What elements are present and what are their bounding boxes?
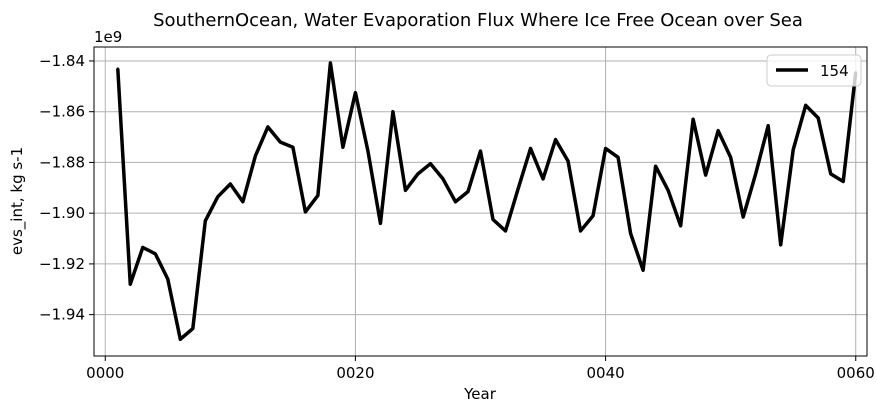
data-point — [429, 162, 432, 165]
data-point — [529, 147, 532, 150]
data-point — [817, 116, 820, 120]
data-point — [116, 67, 119, 70]
legend: 154 — [766, 54, 862, 87]
y-axis: −1.84 −1.86 −1.88 −1.90 −1.92 −1.94 — [39, 52, 94, 324]
data-point — [466, 190, 470, 193]
data-point — [304, 210, 307, 214]
chart-title: SouthernOcean, Water Evaporation Flux Wh… — [153, 10, 803, 31]
data-point — [829, 172, 832, 176]
data-point — [842, 180, 845, 183]
data-point — [766, 124, 770, 127]
data-point — [741, 215, 745, 219]
data-point — [129, 283, 132, 286]
data-point — [404, 189, 407, 192]
data-point — [279, 140, 282, 144]
x-tick-label: 0040 — [586, 364, 624, 382]
x-tick-label: 0020 — [336, 364, 374, 382]
data-point — [516, 187, 520, 191]
y-tick-label: −1.92 — [39, 255, 85, 273]
y-axis-label: evs_int, kg s-1 — [8, 147, 27, 255]
data-point — [604, 147, 607, 150]
data-point — [616, 156, 620, 159]
data-point — [216, 195, 220, 198]
data-point — [654, 165, 657, 168]
data-point — [679, 224, 682, 228]
data-point — [491, 218, 495, 221]
legend-label: 154 — [820, 62, 849, 80]
data-point — [566, 159, 570, 163]
x-tick-label: 0000 — [86, 364, 124, 382]
data-point — [754, 172, 757, 176]
y-tick-label: −1.94 — [39, 306, 85, 324]
data-point — [641, 269, 645, 272]
data-point — [479, 149, 482, 153]
y-tick-label: −1.88 — [39, 153, 85, 171]
series-line-154 — [116, 61, 858, 342]
data-point — [379, 222, 382, 225]
data-point — [141, 246, 144, 249]
data-point — [441, 177, 445, 181]
data-point — [366, 149, 370, 153]
data-point — [779, 243, 782, 247]
data-point — [716, 129, 720, 132]
data-point — [341, 146, 345, 149]
data-point — [629, 232, 632, 235]
y-tick-label: −1.84 — [39, 52, 85, 70]
data-point — [266, 125, 270, 129]
data-point — [166, 277, 169, 281]
plot-area-frame — [93, 46, 868, 357]
data-point — [391, 110, 395, 113]
data-point — [291, 146, 295, 149]
x-axis: 0000 0020 0040 0060 — [86, 356, 875, 382]
data-point — [254, 154, 257, 158]
data-point — [154, 252, 157, 255]
data-point — [454, 200, 457, 203]
data-point — [179, 338, 182, 341]
data-point — [691, 118, 695, 121]
data-point — [354, 91, 357, 94]
data-point — [554, 138, 557, 141]
x-axis-label: Year — [463, 385, 497, 403]
y-tick-label: −1.90 — [39, 204, 85, 222]
data-point — [792, 148, 795, 151]
data-point — [541, 177, 545, 181]
y-axis-exponent-label: 1e9 — [94, 28, 122, 46]
data-point — [316, 194, 320, 197]
series-layer — [116, 61, 858, 342]
data-point — [704, 173, 707, 177]
data-point — [416, 172, 420, 176]
data-point — [729, 156, 732, 159]
data-point — [804, 104, 807, 107]
data-point — [579, 229, 582, 233]
data-point — [241, 200, 245, 203]
x-tick-label: 0060 — [837, 364, 875, 382]
data-point — [591, 214, 595, 217]
data-point — [229, 182, 232, 186]
legend-box — [766, 54, 862, 87]
data-point — [191, 327, 195, 330]
y-tick-label: −1.86 — [39, 103, 85, 121]
data-point — [204, 219, 207, 222]
data-point — [329, 61, 332, 65]
grid — [94, 47, 867, 356]
data-point — [666, 189, 670, 192]
data-point — [504, 229, 507, 233]
